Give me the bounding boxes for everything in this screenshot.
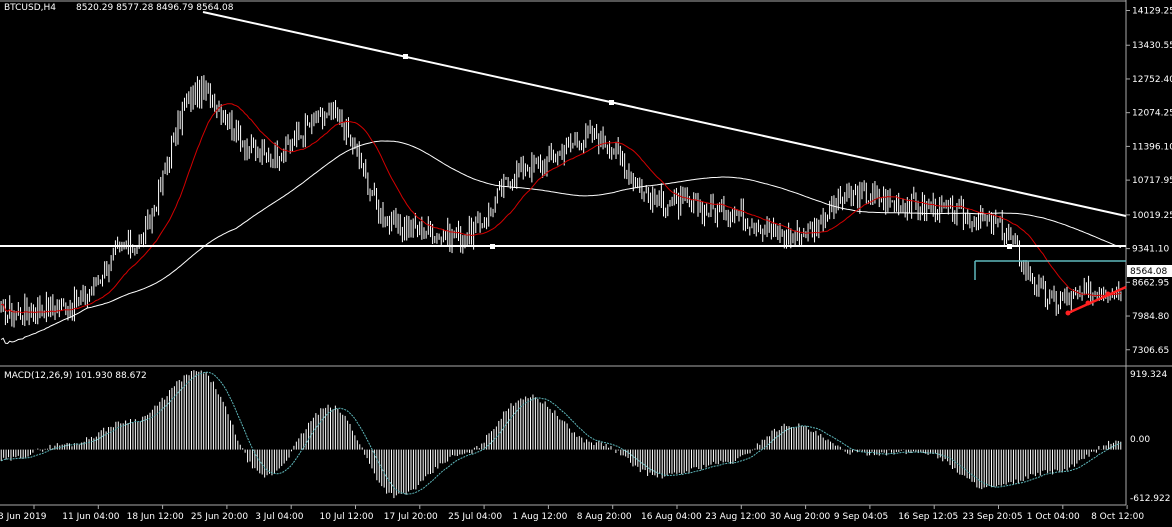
- descending-trendline[interactable]: [202, 11, 1127, 217]
- price-tick-label: 13430.55: [1132, 41, 1172, 51]
- support-line-handle[interactable]: [1085, 300, 1091, 306]
- time-axis: 3 Jun 2019 11 Jun 04:00 18 Jun 12:00 25 Jun…: [0, 505, 1144, 522]
- time-tick-label: 18 Jun 12:00: [127, 512, 184, 522]
- price-tick-label: 8662.95: [1132, 278, 1169, 288]
- time-tick-label: 8 Oct 12:00: [1091, 512, 1144, 522]
- time-tick-label: 1 Aug 12:00: [512, 512, 567, 522]
- time-tick-label: 17 Jul 20:00: [384, 512, 438, 522]
- time-tick-label: 16 Aug 04:00: [641, 512, 702, 522]
- time-tick-label: 16 Sep 12:05: [898, 512, 958, 522]
- price-tick-label: 14129.25: [1132, 6, 1172, 16]
- support-line-handle[interactable]: [1105, 291, 1111, 297]
- price-tick-label: 10717.95: [1132, 176, 1172, 186]
- symbol-timeframe-label: BTCUSD,H4: [4, 3, 56, 13]
- time-tick-label: 9 Sep 04:05: [834, 512, 888, 522]
- price-tick-label: 11396.10: [1132, 142, 1172, 152]
- time-tick-label: 30 Aug 20:00: [770, 512, 831, 522]
- rising-support-line[interactable]: [1067, 285, 1127, 315]
- trendline-handle[interactable]: [403, 54, 408, 59]
- price-tick-label: 7984.80: [1132, 312, 1169, 322]
- time-tick-label: 25 Jul 04:00: [448, 512, 502, 522]
- price-tick-label: 7306.65: [1132, 346, 1169, 356]
- fast-moving-average-line: [1, 103, 1121, 314]
- macd-panel[interactable]: MACD(12,26,9) 101.930 88.672 919.324 0.0…: [0, 366, 1170, 505]
- time-tick-label: 3 Jun 2019: [0, 512, 47, 522]
- current-price-tag: [1127, 265, 1172, 277]
- price-tick-label: 10019.25: [1132, 211, 1172, 221]
- macd-indicator-label: MACD(12,26,9) 101.930 88.672: [4, 371, 147, 381]
- time-tick-label: 11 Jun 04:00: [62, 512, 119, 522]
- slow-moving-average-line: [0, 140, 1122, 345]
- price-tick-label: 12752.40: [1132, 75, 1172, 85]
- macd-histogram: [0, 370, 1122, 499]
- ohlc-values-label: 8520.29 8577.28 8496.79 8564.08: [76, 3, 234, 13]
- current-price-label: 8564.08: [1130, 267, 1167, 277]
- horizontal-line-handle[interactable]: [1007, 244, 1012, 249]
- support-line-handle[interactable]: [1065, 310, 1071, 316]
- macd-tick-label: 0.00: [1130, 435, 1150, 445]
- price-axis: 14129.25 13430.55 12752.40 12074.25 11396.10…: [1126, 6, 1172, 356]
- macd-signal-line: [0, 371, 1121, 495]
- time-tick-label: 23 Sep 20:05: [963, 512, 1023, 522]
- time-tick-label: 23 Aug 12:00: [705, 512, 766, 522]
- time-tick-label: 1 Oct 04:00: [1027, 512, 1080, 522]
- candles: [0, 75, 1122, 328]
- time-tick-label: 25 Jun 20:00: [191, 512, 248, 522]
- price-panel[interactable]: BTCUSD,H4 8520.29 8577.28 8496.79 8564.0…: [0, 0, 1172, 505]
- price-tick-label: 12074.25: [1132, 109, 1172, 119]
- time-tick-label: 10 Jul 12:00: [320, 512, 374, 522]
- time-tick-label: 3 Jul 04:00: [255, 512, 304, 522]
- macd-tick-label: -612.922: [1130, 494, 1170, 504]
- horizontal-line-handle[interactable]: [490, 244, 495, 249]
- macd-tick-label: 919.324: [1130, 370, 1167, 380]
- price-tick-label: 9341.10: [1132, 245, 1169, 255]
- trendline-handle[interactable]: [609, 100, 614, 105]
- time-tick-label: 8 Aug 20:00: [577, 512, 632, 522]
